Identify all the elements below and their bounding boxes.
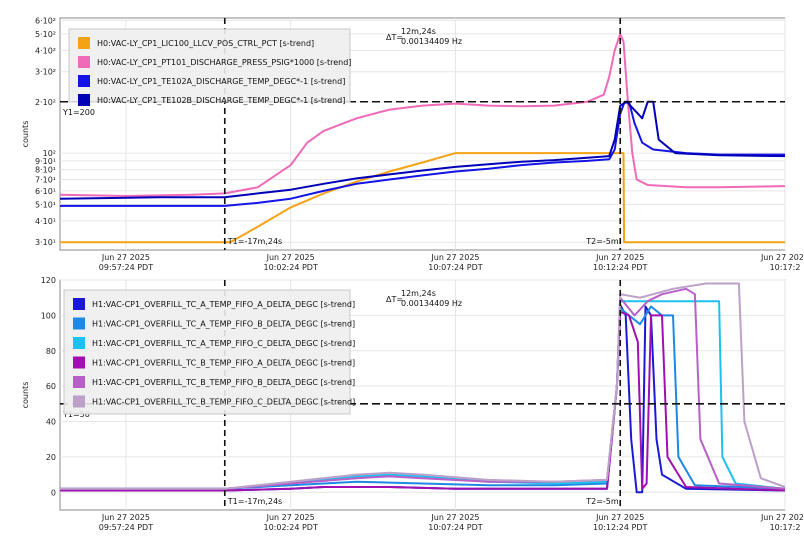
delta-t-frequency: 0.00134409 Hz bbox=[401, 299, 462, 308]
x-tick-label: 09:57:24 PDT bbox=[99, 523, 153, 532]
legend-entry[interactable]: H1:VAC-CP1_OVERFILL_TC_A_TEMP_FIFO_A_DEL… bbox=[92, 300, 355, 309]
y-tick-label: 2·10² bbox=[35, 98, 56, 107]
y-tick-label: 20 bbox=[46, 453, 56, 462]
x-tick-label: Jun 27 2025 bbox=[101, 513, 150, 522]
y-tick-label: 80 bbox=[46, 347, 56, 356]
y-tick-label: 9·10¹ bbox=[35, 157, 56, 166]
x-tick-label: Jun 27 2025 bbox=[266, 253, 315, 262]
y-tick-label: 60 bbox=[46, 382, 56, 391]
legend-swatch[interactable] bbox=[78, 56, 90, 68]
delta-t-value: 12m,24s bbox=[401, 27, 436, 36]
legend-swatch[interactable] bbox=[73, 317, 85, 330]
series-line-2[interactable] bbox=[60, 32, 785, 197]
legend-entry[interactable]: H1:VAC-CP1_OVERFILL_TC_B_TEMP_FIFO_C_DEL… bbox=[92, 398, 355, 407]
legend-entry[interactable]: H1:VAC-CP1_OVERFILL_TC_B_TEMP_FIFO_A_DEL… bbox=[92, 359, 355, 368]
legend-swatch[interactable] bbox=[78, 94, 90, 106]
legend-entry[interactable]: H1:VAC-CP1_OVERFILL_TC_A_TEMP_FIFO_C_DEL… bbox=[92, 339, 355, 348]
y-tick-label: 6·10² bbox=[35, 16, 56, 25]
y-tick-label: 5·10² bbox=[35, 30, 56, 39]
y-tick-label: 4·10² bbox=[35, 46, 56, 55]
y-tick-label: 3·10² bbox=[35, 68, 56, 77]
x-tick-label: Jun 27 2025 bbox=[266, 513, 315, 522]
delta-t-frequency: 0.00134409 Hz bbox=[401, 37, 462, 46]
y1-cursor-label: Y1=200 bbox=[62, 108, 95, 117]
x-tick-label: 10:12:24 PDT bbox=[593, 263, 647, 272]
t1-cursor-label: T1=-17m,24s bbox=[227, 497, 282, 506]
x-tick-label: 10:07:24 PDT bbox=[428, 263, 482, 272]
legend[interactable]: H1:VAC-CP1_OVERFILL_TC_A_TEMP_FIFO_A_DEL… bbox=[63, 289, 355, 415]
legend-entry[interactable]: H1:VAC-CP1_OVERFILL_TC_B_TEMP_FIFO_B_DEL… bbox=[92, 378, 355, 387]
delta-t-prefix: ΔT= bbox=[386, 295, 403, 304]
legend-swatch[interactable] bbox=[73, 298, 85, 310]
x-tick-label: 10:02:24 PDT bbox=[264, 263, 318, 272]
y-tick-label: 6·10¹ bbox=[35, 187, 56, 196]
delta-t-value: 12m,24s bbox=[401, 289, 436, 298]
x-tick-label: 09:57:24 PDT bbox=[99, 263, 153, 272]
x-tick-label: 10:12:24 PDT bbox=[593, 523, 647, 532]
y-tick-label: 10² bbox=[43, 149, 56, 158]
y-tick-label: 8·10¹ bbox=[35, 166, 56, 175]
t2-cursor-label: T2=-5m bbox=[585, 497, 619, 506]
legend[interactable]: H0:VAC-LY_CP1_LIC100_LLCV_POS_CTRL_PCT [… bbox=[68, 28, 351, 106]
x-tick-label: 10:02:24 PDT bbox=[264, 523, 318, 532]
x-tick-label: 10:17:2 bbox=[770, 263, 801, 272]
legend-swatch[interactable] bbox=[73, 337, 85, 349]
x-tick-label: Jun 27 2025 bbox=[760, 513, 804, 522]
delta-t-prefix: ΔT= bbox=[386, 33, 403, 42]
x-tick-label: Jun 27 2025 bbox=[430, 253, 479, 262]
y-tick-label: 40 bbox=[46, 418, 56, 427]
legend-entry[interactable]: H0:VAC-LY_CP1_PT101_DISCHARGE_PRESS_PSIG… bbox=[97, 58, 351, 67]
legend-entry[interactable]: H0:VAC-LY_CP1_TE102B_DISCHARGE_TEMP_DEGC… bbox=[97, 96, 345, 105]
legend-entry[interactable]: H0:VAC-LY_CP1_TE102A_DISCHARGE_TEMP_DEGC… bbox=[97, 77, 345, 86]
x-tick-label: Jun 27 2025 bbox=[595, 513, 644, 522]
legend-entry[interactable]: H0:VAC-LY_CP1_LIC100_LLCV_POS_CTRL_PCT [… bbox=[97, 39, 314, 48]
legend-entry[interactable]: H1:VAC-CP1_OVERFILL_TC_A_TEMP_FIFO_B_DEL… bbox=[92, 320, 355, 329]
y-tick-label: 4·10¹ bbox=[35, 217, 56, 226]
x-tick-label: Jun 27 2025 bbox=[101, 253, 150, 262]
x-tick-label: Jun 27 2025 bbox=[430, 513, 479, 522]
legend-box bbox=[63, 289, 351, 415]
y-tick-label: 120 bbox=[41, 276, 56, 285]
series-line-1[interactable] bbox=[60, 152, 785, 244]
legend-swatch[interactable] bbox=[73, 395, 85, 408]
y-tick-label: 0 bbox=[51, 488, 56, 497]
series-line-6[interactable] bbox=[60, 282, 785, 490]
y-tick-label: 7·10¹ bbox=[35, 175, 56, 184]
y-tick-label: 5·10¹ bbox=[35, 200, 56, 209]
legend-swatch[interactable] bbox=[73, 376, 85, 388]
x-tick-label: 10:17:2 bbox=[770, 523, 801, 532]
x-tick-label: 10:07:24 PDT bbox=[428, 523, 482, 532]
y-tick-label: 100 bbox=[41, 311, 56, 320]
y-tick-label: 3·10¹ bbox=[35, 238, 56, 247]
x-tick-label: Jun 27 2025 bbox=[595, 253, 644, 262]
legend-swatch[interactable] bbox=[73, 356, 85, 369]
x-tick-label: Jun 27 2025 bbox=[760, 253, 804, 262]
t1-cursor-label: T1=-17m,24s bbox=[227, 237, 282, 246]
t2-cursor-label: T2=-5m bbox=[585, 237, 619, 246]
series-line-3[interactable] bbox=[60, 100, 785, 207]
y-axis-label: counts bbox=[21, 121, 30, 148]
y-axis-label: counts bbox=[21, 382, 30, 409]
legend-swatch[interactable] bbox=[78, 37, 90, 49]
legend-swatch[interactable] bbox=[78, 75, 90, 87]
legend-box bbox=[68, 28, 351, 103]
